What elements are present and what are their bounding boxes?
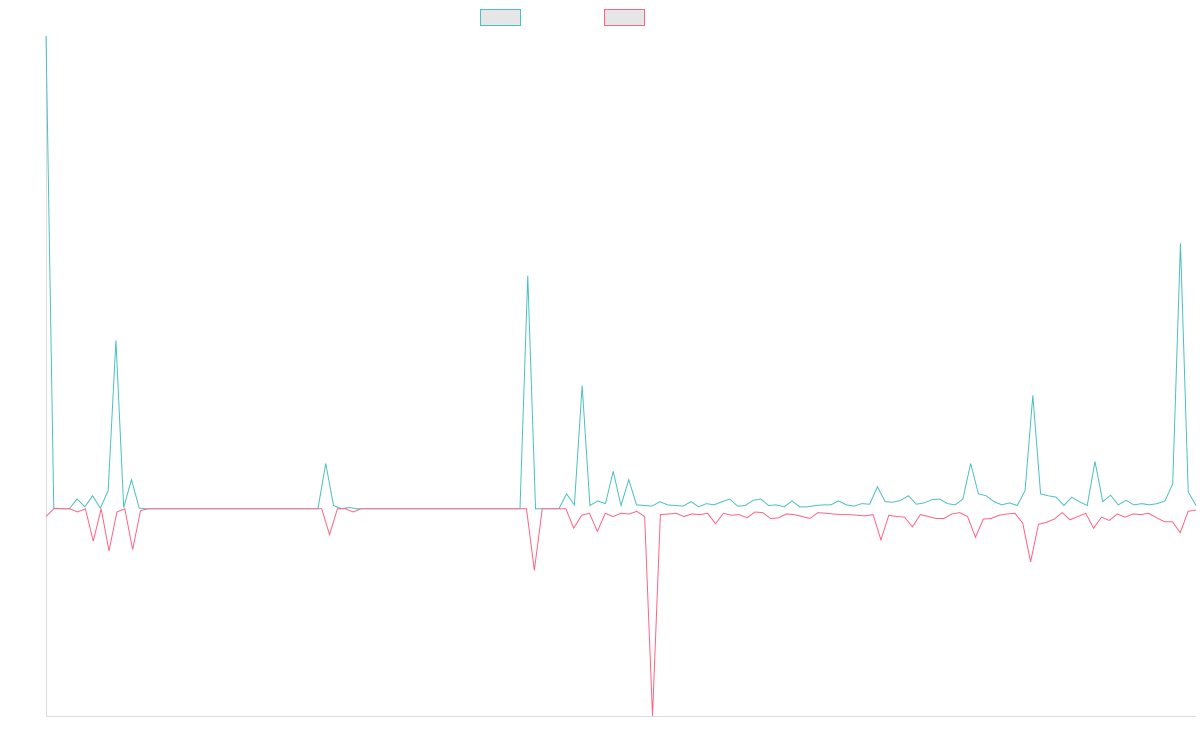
series-line-1: [45, 35, 1197, 510]
legend-swatch-series-2[interactable]: [604, 9, 645, 26]
legend: [480, 9, 645, 26]
legend-swatch-series-1[interactable]: [480, 9, 521, 26]
series-layer: [45, 35, 1197, 717]
series-line-2: [45, 508, 1197, 717]
